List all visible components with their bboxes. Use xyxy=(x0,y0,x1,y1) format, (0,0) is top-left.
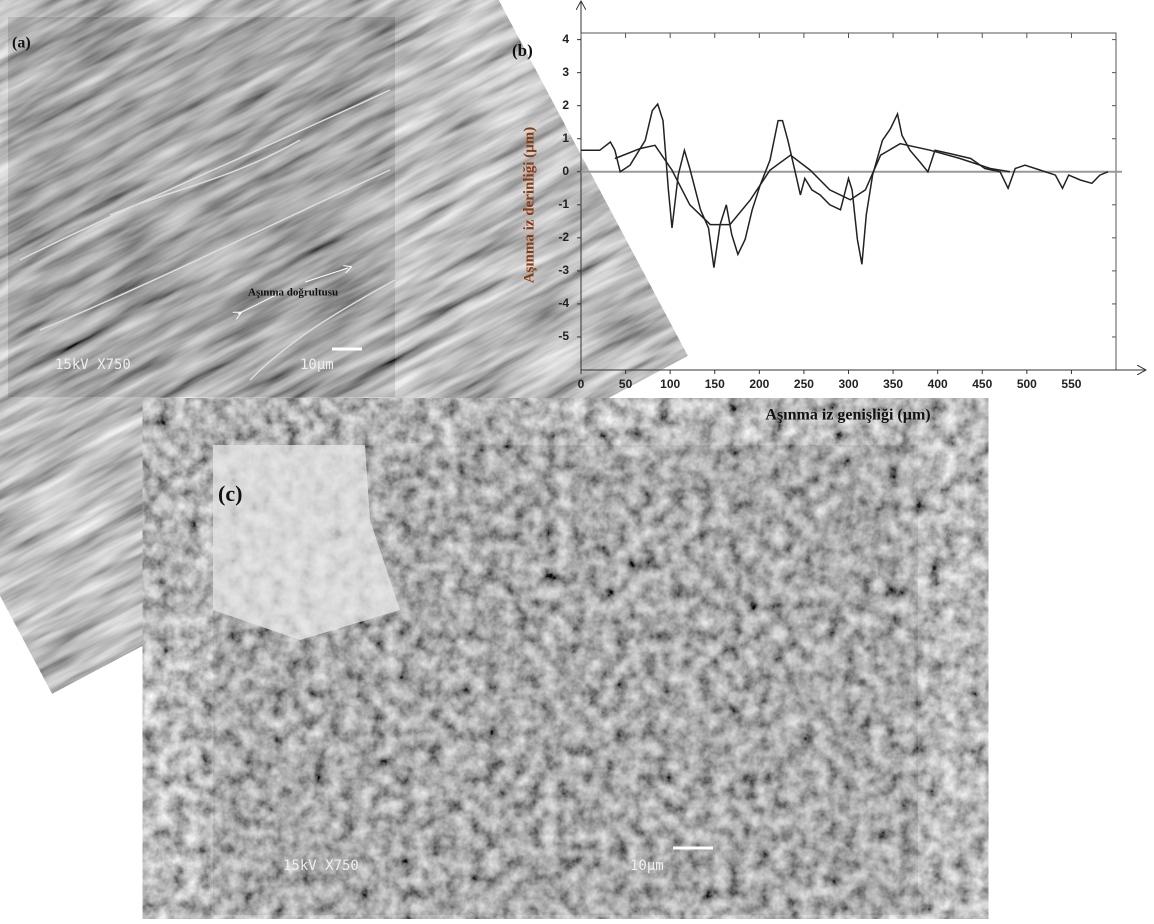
y-tick-label: 3 xyxy=(562,65,569,79)
y-axis-label: Aşınma iz derinliği (µm) xyxy=(521,127,537,284)
x-axis-label: Aşınma iz genişliği (µm) xyxy=(765,407,930,424)
figure: (a) Aşınma doğrultusu 15kV X750 10µm (c)… xyxy=(0,0,1154,919)
y-tick-label: -4 xyxy=(558,296,569,310)
x-tick-label: 100 xyxy=(660,377,680,391)
panel-label: (a) xyxy=(12,35,31,52)
chart: (b) Aşınma iz genişliği (µm) Aşınma iz d… xyxy=(512,2,1145,424)
y-tick-label: -3 xyxy=(558,263,569,277)
x-tick-label: 50 xyxy=(619,377,633,391)
sem-scale: 10µm xyxy=(300,357,334,373)
x-tick-label: 550 xyxy=(1061,377,1081,391)
x-tick-label: 200 xyxy=(749,377,769,391)
y-tick-label: -2 xyxy=(558,230,569,244)
x-tick-label: 250 xyxy=(794,377,814,391)
annotation: Aşınma doğrultusu xyxy=(248,287,338,299)
x-tick-label: 400 xyxy=(928,377,948,391)
x-tick-label: 300 xyxy=(838,377,858,391)
y-tick-label: 1 xyxy=(562,131,569,145)
series-line xyxy=(581,104,1108,268)
y-tick-label: 4 xyxy=(562,32,569,46)
y-tick-label: -1 xyxy=(558,197,569,211)
x-tick-label: 350 xyxy=(883,377,903,391)
panel-label: (c) xyxy=(218,481,242,506)
x-tick-label: 0 xyxy=(578,377,585,391)
sem-info: 15kV X750 xyxy=(55,357,131,373)
plot-frame xyxy=(581,33,1116,370)
x-tick-label: 500 xyxy=(1017,377,1037,391)
sem-image-c: (c) 15kV X750 10µm xyxy=(213,445,918,915)
sem-scale: 10µm xyxy=(630,858,664,874)
sem-info: 15kV X750 xyxy=(283,858,359,874)
y-tick-label: -5 xyxy=(558,329,569,343)
y-tick-label: 0 xyxy=(562,164,569,178)
x-tick-label: 450 xyxy=(972,377,992,391)
y-tick-label: 2 xyxy=(562,98,569,112)
panel-label: (b) xyxy=(512,41,533,60)
x-tick-label: 150 xyxy=(705,377,725,391)
